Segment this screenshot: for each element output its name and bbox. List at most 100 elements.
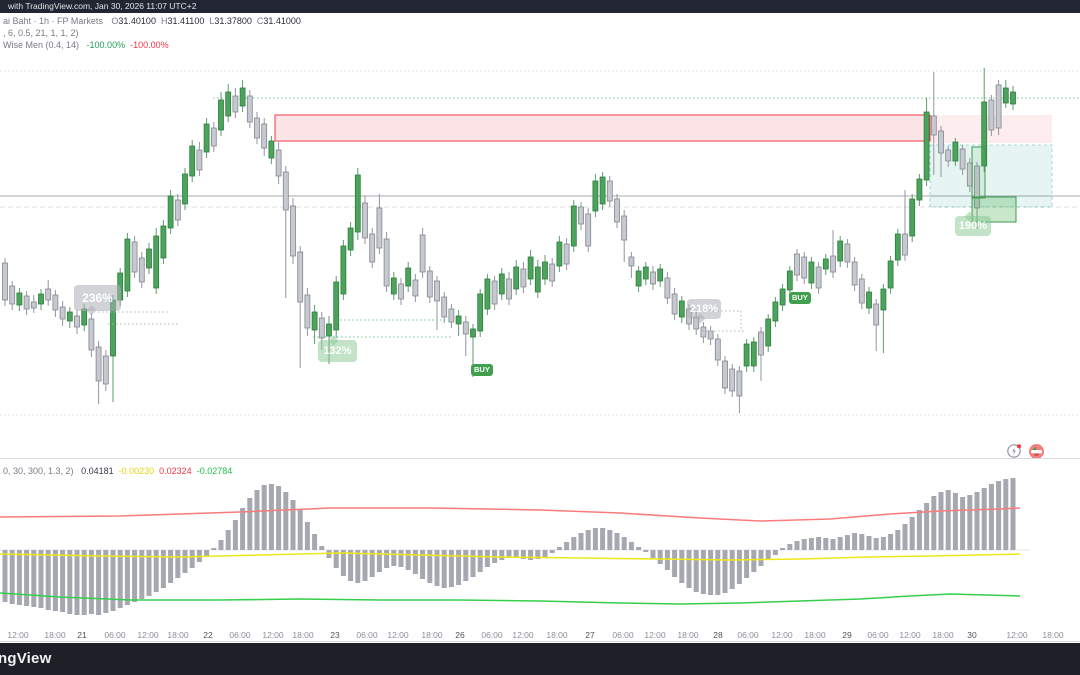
candle-body <box>498 273 505 295</box>
ohlc-letter: O <box>111 16 119 26</box>
histogram-bar <box>628 542 634 550</box>
histogram-bar <box>124 550 130 605</box>
histogram-bar <box>837 537 843 550</box>
indicator-row-1[interactable]: , 6, 0.5, 21, 1, 1, 2) <box>3 28 79 38</box>
histogram-bar <box>484 550 490 567</box>
time-tick: 12:00 <box>262 630 284 640</box>
candle-body <box>477 293 484 332</box>
ohlc-value: 31.40100 <box>118 16 156 26</box>
time-tick-day: 22 <box>203 630 213 640</box>
time-tick-day: 27 <box>585 630 595 640</box>
indicator-logo-icon[interactable] <box>1028 443 1044 459</box>
time-tick: 06:00 <box>737 630 759 640</box>
candle-body <box>758 331 764 356</box>
histogram-bar <box>232 520 238 550</box>
main-chart-pane[interactable] <box>0 0 1080 458</box>
candle-body <box>830 255 836 273</box>
candle-body <box>254 117 260 139</box>
histogram-bar <box>477 550 483 572</box>
candle-body <box>722 360 728 389</box>
histogram-bar <box>117 550 123 608</box>
fib-extension-label[interactable]: 132% <box>318 335 357 362</box>
fib-extension-label[interactable]: 218% <box>687 299 721 324</box>
histogram-bar <box>751 550 757 572</box>
histogram-bar <box>211 548 217 550</box>
symbol-title[interactable]: ai Baht · 1h · FP Markets <box>3 16 103 26</box>
candle-body <box>520 268 527 288</box>
time-tick-day: 28 <box>713 630 723 640</box>
candle-body <box>484 278 491 310</box>
candle-body <box>556 241 563 267</box>
candle-body <box>146 248 152 269</box>
histogram-bar <box>931 496 937 550</box>
histogram-bar <box>290 500 296 550</box>
candle-body <box>232 95 239 113</box>
histogram-bar <box>254 490 260 550</box>
candle-body <box>189 145 196 177</box>
histogram-bar <box>708 550 714 595</box>
candle-body <box>196 149 203 171</box>
time-tick-day: 30 <box>967 630 977 640</box>
candle-body <box>218 99 224 131</box>
histogram-bar <box>664 550 670 570</box>
histogram-bar <box>693 550 699 592</box>
fib-extension-label[interactable]: 236% <box>74 285 121 316</box>
candle-body <box>95 346 102 382</box>
histogram-bar <box>650 550 656 558</box>
candle-body <box>138 257 145 283</box>
histogram-bar <box>506 550 512 558</box>
candle-body <box>30 301 37 309</box>
candle-body <box>549 263 556 282</box>
candle-body <box>210 127 217 147</box>
candle-body <box>902 233 908 256</box>
candle-body <box>268 140 275 159</box>
candle-body <box>513 266 520 290</box>
histogram-bar <box>549 550 555 553</box>
candle-body <box>160 225 167 259</box>
candle-body <box>750 341 757 367</box>
fib-extension-label[interactable]: 190% <box>955 211 991 236</box>
histogram-bar <box>398 550 404 567</box>
histogram-bar <box>772 550 778 555</box>
histogram-bar <box>189 550 195 568</box>
candle-body <box>614 198 620 223</box>
candle-body <box>462 321 469 335</box>
histogram-bar <box>520 550 526 559</box>
histogram-bar <box>722 550 728 593</box>
indicator-value: -0.02784 <box>196 466 233 476</box>
candle-body <box>74 315 80 328</box>
time-tick: 12:00 <box>1006 630 1028 640</box>
candle-body <box>988 99 995 131</box>
candle-body <box>23 295 30 310</box>
histogram-bar <box>182 550 188 573</box>
candle-body <box>923 111 930 181</box>
time-tick: 12:00 <box>137 630 159 640</box>
histogram-bar <box>715 550 721 595</box>
histogram-bar <box>535 550 541 559</box>
histogram-bar <box>304 522 310 550</box>
histogram-bar <box>967 495 973 550</box>
histogram-bar <box>636 547 642 550</box>
candle-body <box>38 293 44 305</box>
histogram-bar <box>780 548 786 550</box>
indicator-value: -100.00% <box>130 40 169 50</box>
histogram-bar <box>369 550 375 577</box>
bottom-logo-bar: ngView <box>0 643 1080 675</box>
histogram-bar <box>319 546 325 550</box>
candle-body <box>426 270 433 298</box>
yellow-ma-line <box>0 552 1021 561</box>
pane-separator[interactable] <box>0 458 1080 459</box>
flash-alert-icon[interactable] <box>1006 443 1022 459</box>
candle-body <box>347 227 354 251</box>
indicator-row-2[interactable]: Wise Men (0.4, 14) -100.00% -100.00% <box>3 40 174 50</box>
pane-icon-group <box>1006 443 1044 459</box>
candle-body <box>887 260 894 289</box>
candle-body <box>9 285 16 305</box>
oscillator-row[interactable]: 0, 30, 300, 1.3, 2) 0.04181 -0.00230 0.023… <box>3 466 237 476</box>
candle-body <box>81 308 88 326</box>
histogram-bar <box>391 550 397 566</box>
oscillator-pane[interactable] <box>0 458 1080 627</box>
candle-body <box>318 317 325 339</box>
candle-body <box>851 261 858 286</box>
candle-body <box>362 202 368 239</box>
